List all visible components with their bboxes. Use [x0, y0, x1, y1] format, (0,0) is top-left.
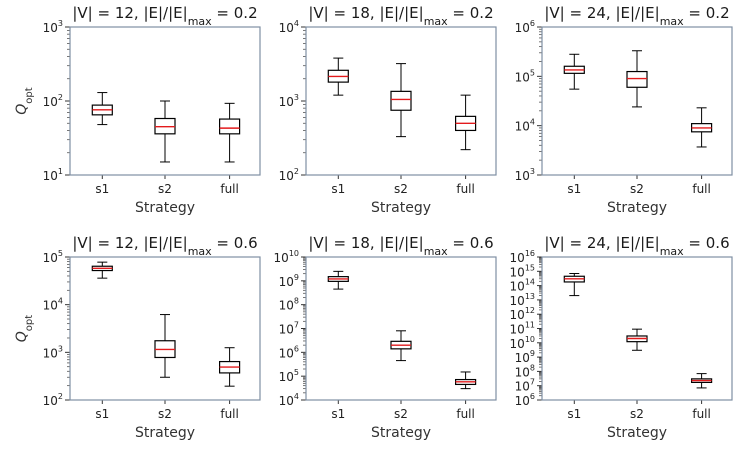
box-s1 — [327, 57, 349, 96]
subplot-title: |V| = 18, |E|/|E|max = 0.2 — [308, 4, 493, 28]
x-axis-label: Strategy — [607, 425, 667, 441]
x-axis-label: Strategy — [135, 425, 195, 441]
y-tick-label: 106 — [279, 344, 299, 360]
x-axis-label: Strategy — [371, 200, 431, 216]
y-tick-label: 109 — [515, 349, 535, 365]
box-full — [455, 371, 477, 390]
subplot-title: |V| = 18, |E|/|E|max = 0.6 — [308, 234, 493, 258]
x-tick-label: s1 — [331, 407, 345, 421]
y-tick-label: 107 — [515, 378, 535, 394]
x-axis-label: Strategy — [135, 200, 195, 216]
x-axis-label: Strategy — [371, 425, 431, 441]
subplot-5: |V| = 18, |E|/|E|max = 0.6 104 105 106 107 10… — [274, 234, 497, 441]
subplot-title: |V| = 24, |E|/|E|max = 0.6 — [544, 234, 729, 258]
box-s1 — [327, 270, 349, 290]
y-axis-label: Qopt — [14, 87, 35, 114]
plot-frame — [541, 256, 733, 401]
x-tick-label: s2 — [630, 182, 644, 196]
x-tick-label: full — [456, 182, 475, 196]
y-tick-label: 104 — [279, 19, 299, 35]
box-s2 — [626, 50, 648, 108]
y-tick-label: 104 — [515, 118, 535, 134]
x-tick-label: s1 — [95, 407, 109, 421]
x-tick-label: s2 — [394, 407, 408, 421]
x-tick-label: s1 — [331, 182, 345, 196]
y-tick-label: 103 — [279, 93, 299, 109]
box-s1 — [563, 53, 585, 90]
y-tick-label: 1010 — [274, 249, 299, 265]
x-tick-label: full — [692, 407, 711, 421]
box-s2 — [154, 314, 176, 378]
x-tick-label: full — [220, 182, 239, 196]
box-full — [219, 102, 241, 163]
plot-frame — [541, 26, 733, 176]
subplot-6: |V| = 24, |E|/|E|max = 0.610610710810910… — [510, 234, 733, 441]
box-s1 — [91, 261, 113, 279]
y-tick-label: 106 — [515, 392, 535, 408]
x-tick-label: s1 — [95, 182, 109, 196]
x-tick-label: s1 — [567, 182, 581, 196]
y-tick-label: 1013 — [510, 292, 535, 308]
subplot-4: |V| = 12, |E|/|E|max = 0.6 102 103 104 105 s1… — [14, 234, 261, 441]
iqr-box — [219, 118, 241, 135]
y-tick-label: 104 — [43, 297, 63, 313]
y-tick-label: 103 — [43, 19, 63, 35]
y-tick-label: 104 — [279, 392, 299, 408]
y-axis-label: Qopt — [14, 315, 35, 342]
y-tick-label: 108 — [279, 297, 299, 313]
y-tick-label: 103 — [43, 344, 63, 360]
y-tick-label: 105 — [515, 68, 535, 84]
subplot-3: |V| = 24, |E|/|E|max = 0.2 103 104 105 106 s1… — [515, 4, 733, 216]
y-tick-label: 1014 — [510, 278, 535, 294]
x-axis-label: Strategy — [607, 200, 667, 216]
plot-frame — [69, 26, 261, 176]
y-tick-label: 1010 — [510, 335, 535, 351]
y-tick-label: 1012 — [510, 306, 535, 322]
y-tick-label: 105 — [279, 368, 299, 384]
x-tick-label: s1 — [567, 407, 581, 421]
iqr-box — [390, 90, 412, 111]
x-tick-label: full — [220, 407, 239, 421]
x-tick-label: full — [692, 182, 711, 196]
y-tick-label: 102 — [43, 93, 63, 109]
plot-frame — [69, 256, 261, 401]
box-s2 — [390, 63, 412, 138]
x-tick-label: s2 — [158, 407, 172, 421]
subplot-2: |V| = 18, |E|/|E|max = 0.2 102 103 104 s1 s2 f… — [279, 4, 497, 216]
plot-frame — [305, 26, 497, 176]
box-full — [219, 347, 241, 387]
box-full — [690, 107, 713, 148]
y-tick-label: 109 — [279, 273, 299, 289]
subplot-1: |V| = 12, |E|/|E|max = 0.2 101 102 103 s1 s2 f… — [14, 4, 261, 216]
plot-frame — [305, 256, 497, 401]
y-tick-label: 103 — [515, 167, 535, 183]
y-tick-label: 101 — [43, 167, 63, 183]
y-tick-label: 102 — [43, 392, 63, 408]
box-s2 — [154, 100, 176, 163]
box-full — [455, 94, 477, 151]
subplot-title: |V| = 12, |E|/|E|max = 0.2 — [72, 4, 257, 28]
y-tick-label: 1011 — [510, 321, 535, 337]
box-s2 — [626, 328, 648, 351]
iqr-box — [626, 70, 648, 88]
box-full — [690, 373, 713, 389]
y-tick-label: 108 — [515, 363, 535, 379]
y-tick-label: 107 — [279, 321, 299, 337]
y-tick-label: 1015 — [510, 263, 535, 279]
x-tick-label: s2 — [158, 182, 172, 196]
y-tick-label: 102 — [279, 167, 299, 183]
subplot-title: |V| = 24, |E|/|E|max = 0.2 — [544, 4, 729, 28]
x-tick-label: s2 — [394, 182, 408, 196]
subplot-title: |V| = 12, |E|/|E|max = 0.6 — [72, 234, 257, 258]
y-tick-label: 1016 — [510, 249, 535, 265]
y-tick-label: 105 — [43, 249, 63, 265]
x-tick-label: full — [456, 407, 475, 421]
box-s2 — [390, 330, 412, 362]
box-s1 — [563, 273, 585, 297]
y-tick-label: 106 — [515, 19, 535, 35]
x-tick-label: s2 — [630, 407, 644, 421]
box-s1 — [91, 92, 113, 126]
